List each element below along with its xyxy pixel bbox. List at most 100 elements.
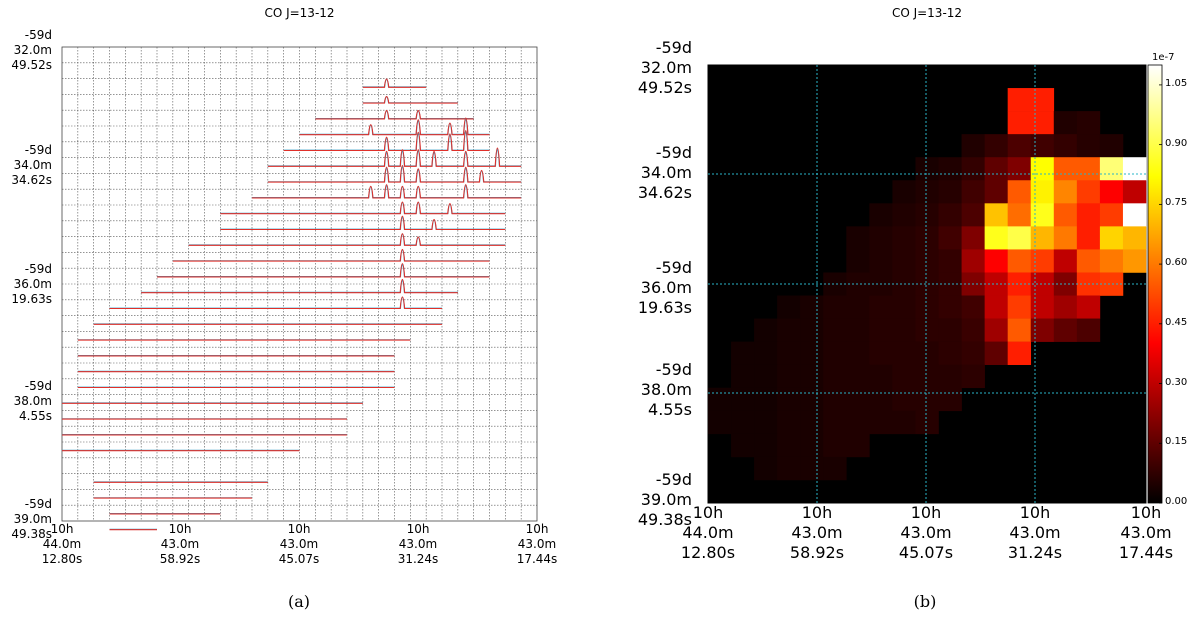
dec-tick-label: -59d 34.0m 34.62s [11,143,52,187]
spectrum-row [141,278,458,294]
heatmap-cell [777,410,801,435]
heatmap-cell [915,272,939,296]
heatmap-cell [1122,249,1147,273]
ra-tick-label: 10h 44.0m 12.80s [41,522,83,566]
heatmap-cell [1099,249,1124,273]
heatmap-cell [1076,249,1101,273]
colorbar [1147,64,1163,504]
heatmap-cell [800,387,824,412]
heatmap-cell [892,203,916,227]
heatmap-cell [1099,134,1124,158]
heatmap-cell [800,341,824,365]
heatmap-cell [777,433,801,458]
heatmap-cell [1076,318,1101,342]
panel-b-title: CO J=13-12 [891,6,963,20]
heatmap-cell [869,203,893,227]
colorbar-tick-label: 0.45 [1165,316,1188,328]
heatmap-cell [869,341,893,365]
heatmap-cell [915,203,939,227]
heatmap-cell [938,249,962,273]
heatmap-cell [1099,203,1124,227]
heatmap-cell [1053,180,1078,204]
heatmap-cell [823,318,847,342]
colorbar-tick-label: 0.60 [1165,257,1188,269]
heatmap-cell [1053,203,1078,227]
heatmap-cell [754,387,778,412]
heatmap-cell [961,134,985,158]
heatmap-cell [892,180,916,204]
heatmap-cell [1007,180,1032,204]
dec-tick-label: -59d 32.0m 49.52s [637,38,692,97]
ra-tick-label: 10h 43.0m 45.07s [278,522,320,566]
heatmap-cell [846,433,870,458]
heatmap-cell [754,456,778,481]
heatmap-cell [731,387,755,412]
heatmap-cell [846,410,870,435]
heatmap-cell [1007,249,1032,273]
heatmap-cell [961,180,985,204]
spectrum-row [267,147,522,167]
ra-tick-label: 10h 43.0m 17.44s [516,522,558,566]
heatmap-cell [961,226,985,250]
heatmap-cell [1076,134,1101,158]
heatmap-cell [869,295,893,319]
heatmap-cell [938,180,962,204]
heatmap-cell [754,341,778,365]
heatmap-cell [1053,157,1078,181]
heatmap-cell [823,364,847,389]
ra-tick-label: 10h 43.0m 31.24s [1007,503,1063,562]
heatmap-cell [800,364,824,389]
colorbar-tick-label: 1.05 [1165,77,1188,89]
dec-tick-label: -59d 39.0m 49.38s [637,470,692,529]
heatmap-cell [984,180,1008,204]
heatmap-cell [1007,88,1032,112]
ra-tick-label: 10h 43.0m 58.92s [159,522,201,566]
heatmap-cell [938,387,962,412]
dec-tick-label: -59d 34.0m 34.62s [637,143,692,202]
heatmap-cell [938,318,962,342]
heatmap-cell [754,433,778,458]
heatmap-cell [1076,203,1101,227]
heatmap-cell [777,318,801,342]
heatmap-cell [846,226,870,250]
heatmap-cell [800,410,824,435]
heatmap-cell [1030,318,1055,342]
heatmap-cell [1076,295,1101,319]
heatmap-cell [800,295,824,319]
heatmap-cell [1076,226,1101,250]
spectrum-row [283,130,490,152]
heatmap-cell [915,249,939,273]
heatmap-cell [869,410,893,435]
heatmap-cell [846,249,870,273]
heatmap-cell [1030,295,1055,319]
colorbar-tick-label: 0.90 [1165,137,1188,149]
heatmap-cell [1007,226,1032,250]
heatmap-cell [731,410,755,435]
heatmap-cell [892,341,916,365]
heatmap-cell [892,249,916,273]
colorbar-tick-label: 0.30 [1165,376,1188,388]
heatmap-cell [961,295,985,319]
heatmap-cell [915,295,939,319]
heatmap-cell [777,295,801,319]
heatmap-cell [869,318,893,342]
heatmap-cell [708,410,732,435]
heatmap-cell [961,341,985,365]
heatmap-cell [1007,134,1032,158]
heatmap-cell [1007,318,1032,342]
heatmap-cell [915,157,939,181]
caption-b: (b) [913,592,937,611]
heatmap-cell [708,387,732,412]
heatmap-cell [984,226,1008,250]
heatmap-cell [938,157,962,181]
heatmap-cell [823,456,847,481]
heatmap-cell [731,341,755,365]
heatmap-cell [892,410,916,435]
heatmap-cell [1007,341,1032,365]
heatmap-cell [938,364,962,389]
heatmap-cell [961,364,985,389]
heatmap-cell [1053,318,1078,342]
spectrum-row [220,215,506,231]
heatmap-cell [938,341,962,365]
